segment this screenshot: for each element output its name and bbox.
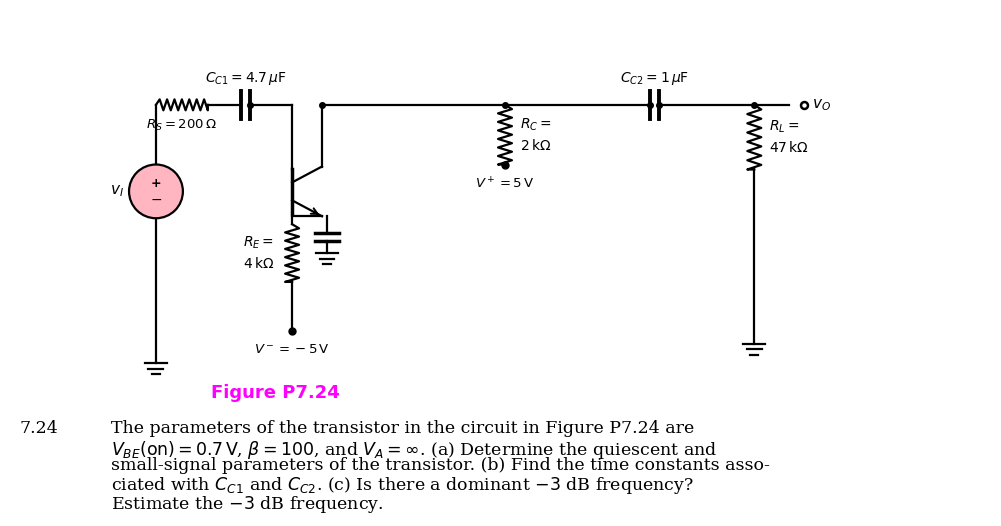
Text: $-$: $-$ xyxy=(150,193,162,206)
Text: $v_I$: $v_I$ xyxy=(110,184,124,199)
Text: 7.24: 7.24 xyxy=(19,420,58,437)
Text: $V_{BE}(\mathrm{on}) = 0.7\,\mathrm{V}$, $\beta = 100$, and $V_A = \infty$. (a) : $V_{BE}(\mathrm{on}) = 0.7\,\mathrm{V}$,… xyxy=(111,439,718,461)
Text: $v_O$: $v_O$ xyxy=(812,97,831,113)
Text: $C_{C1} = 4.7\,\mu\mathrm{F}$: $C_{C1} = 4.7\,\mu\mathrm{F}$ xyxy=(205,70,286,87)
Text: $C_{C2} = 1\,\mu\mathrm{F}$: $C_{C2} = 1\,\mu\mathrm{F}$ xyxy=(620,70,689,87)
Text: $R_C =$
$2\,\mathrm{k}\Omega$: $R_C =$ $2\,\mathrm{k}\Omega$ xyxy=(520,117,552,153)
Text: $V^-=-5\,\mathrm{V}$: $V^-=-5\,\mathrm{V}$ xyxy=(254,342,330,356)
Text: $R_E =$
$4\,\mathrm{k}\Omega$: $R_E =$ $4\,\mathrm{k}\Omega$ xyxy=(243,235,274,271)
Text: $V^+=5\,\mathrm{V}$: $V^+=5\,\mathrm{V}$ xyxy=(475,176,535,192)
Text: small-signal parameters of the transistor. (b) Find the time constants asso-: small-signal parameters of the transisto… xyxy=(111,457,770,474)
Text: The parameters of the transistor in the circuit in Figure P7.24 are: The parameters of the transistor in the … xyxy=(111,420,695,437)
Text: +: + xyxy=(150,177,161,190)
Circle shape xyxy=(129,165,183,218)
Text: Figure P7.24: Figure P7.24 xyxy=(211,385,339,402)
Text: Estimate the $-3$ dB frequency.: Estimate the $-3$ dB frequency. xyxy=(111,494,383,515)
Text: ciated with $C_{C1}$ and $C_{C2}$. (c) Is there a dominant $-3$ dB frequency?: ciated with $C_{C1}$ and $C_{C2}$. (c) I… xyxy=(111,476,694,497)
Text: $R_S = 200\,\Omega$: $R_S = 200\,\Omega$ xyxy=(146,118,217,133)
Text: $R_L =$
$47\,\mathrm{k}\Omega$: $R_L =$ $47\,\mathrm{k}\Omega$ xyxy=(769,119,810,155)
